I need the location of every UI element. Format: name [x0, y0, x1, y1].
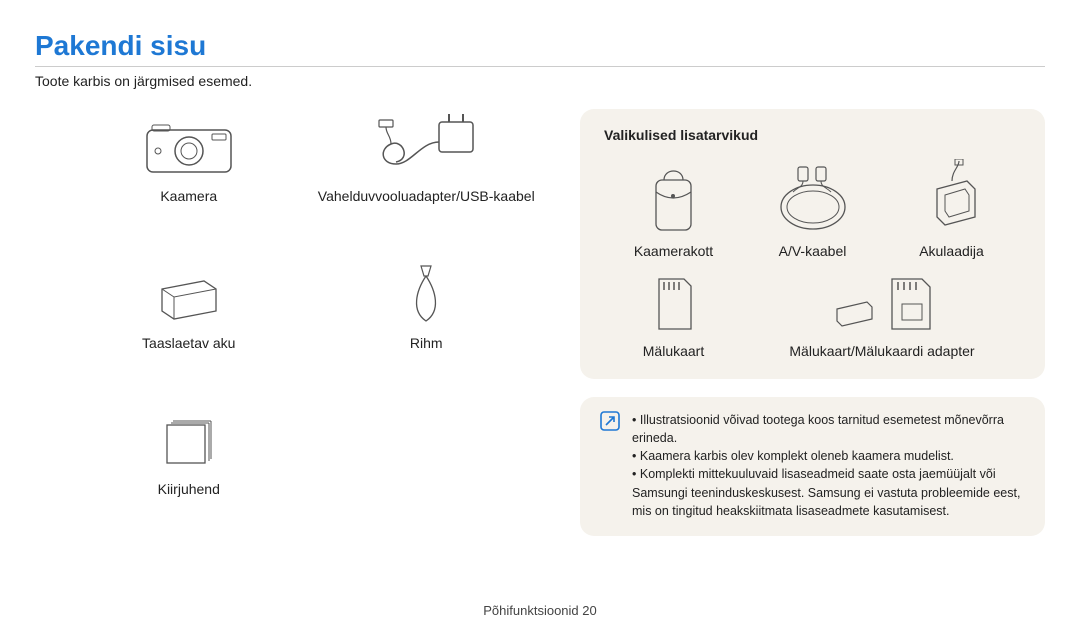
item-camera: Kaamera	[75, 114, 303, 243]
item-label: Mälukaart/Mälukaardi adapter	[789, 343, 974, 359]
item-label: Akulaadija	[919, 243, 984, 259]
pouch-icon	[646, 159, 701, 239]
strap-icon	[396, 261, 456, 331]
optional-heading: Valikulised lisatarvikud	[604, 127, 1021, 143]
charger-icon	[917, 159, 987, 239]
notes-list: Illustratsioonid võivad tootega koos tar…	[632, 411, 1025, 520]
item-memadapter: Mälukaart/Mälukaardi adapter	[743, 269, 1021, 359]
item-label: Mälukaart	[643, 343, 704, 359]
note-item: Kaamera karbis olev komplekt oleneb kaam…	[632, 447, 1025, 465]
optional-panel: Valikulised lisatarvikud Kaamerakott	[580, 109, 1045, 379]
item-label: A/V-kaabel	[779, 243, 847, 259]
note-item: Komplekti mittekuuluvaid lisaseadmeid sa…	[632, 465, 1025, 519]
item-label: Kiirjuhend	[158, 481, 220, 497]
item-pouch: Kaamerakott	[604, 159, 743, 259]
avcable-icon	[768, 159, 858, 239]
item-guide: Kiirjuhend	[75, 407, 303, 536]
camera-icon	[144, 114, 234, 184]
item-label: Kaamera	[160, 188, 217, 204]
page-footer: Põhifunktsioonid 20	[0, 603, 1080, 618]
item-avcable: A/V-kaabel	[743, 159, 882, 259]
item-label: Rihm	[410, 335, 443, 351]
info-icon	[600, 411, 620, 431]
item-label: Kaamerakott	[634, 243, 713, 259]
memadapter-icon	[822, 269, 942, 339]
item-battery: Taaslaetav aku	[75, 261, 303, 390]
subtitle: Toote karbis on järgmised esemed.	[35, 66, 1045, 89]
item-label: Vahelduvvooluadapter/USB-kaabel	[318, 188, 535, 204]
note-item: Illustratsioonid võivad tootega koos tar…	[632, 411, 1025, 447]
adapter-icon	[361, 114, 491, 184]
memcard-icon	[649, 269, 699, 339]
notes-panel: Illustratsioonid võivad tootega koos tar…	[580, 397, 1045, 536]
item-charger: Akulaadija	[882, 159, 1021, 259]
item-memcard: Mälukaart	[604, 269, 743, 359]
item-label: Taaslaetav aku	[142, 335, 235, 351]
page-title: Pakendi sisu	[35, 30, 1045, 62]
guide-icon	[159, 407, 219, 477]
item-strap: Rihm	[313, 261, 541, 390]
included-items: Kaamera Vahelduvvooluadapter/USB-kaabel	[35, 109, 540, 536]
item-adapter: Vahelduvvooluadapter/USB-kaabel	[313, 114, 541, 243]
battery-icon	[154, 261, 224, 331]
